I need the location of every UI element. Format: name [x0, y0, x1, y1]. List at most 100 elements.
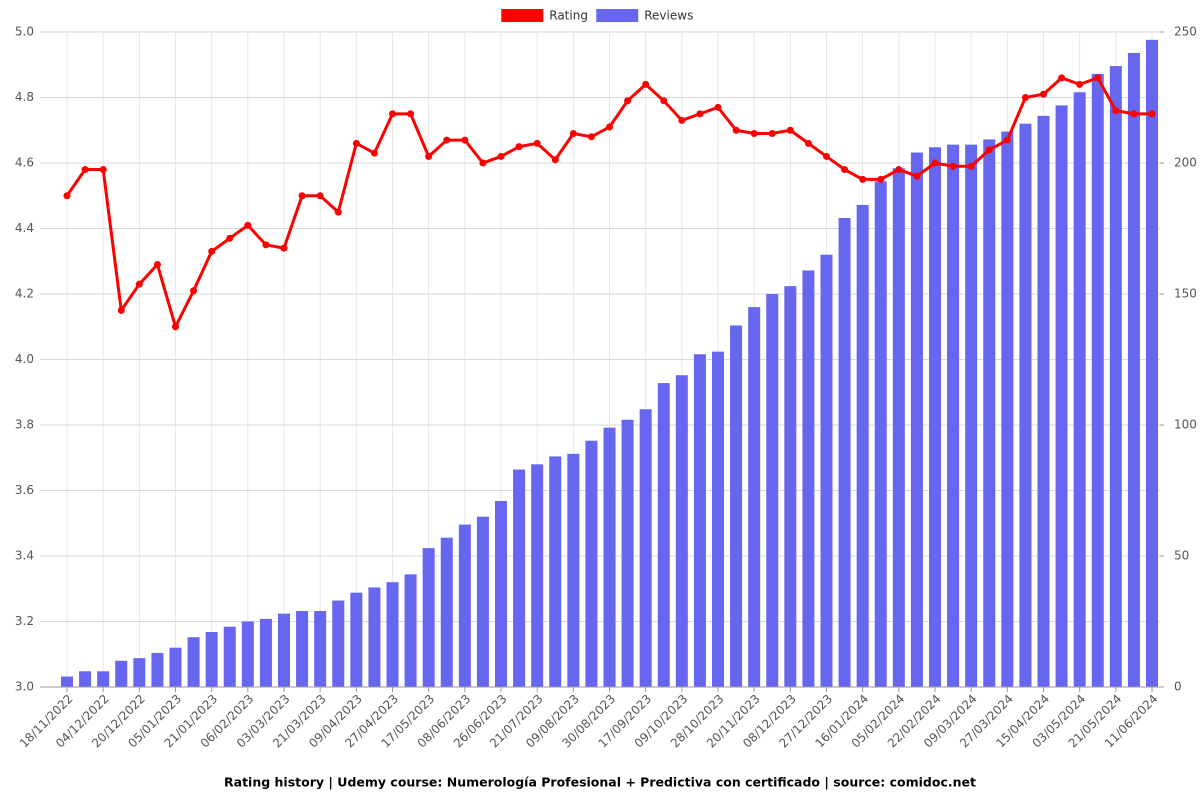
point — [985, 146, 993, 154]
point — [768, 130, 776, 138]
bar — [440, 537, 453, 687]
point — [497, 152, 505, 160]
bar — [892, 168, 905, 688]
bar — [567, 453, 580, 687]
point — [551, 156, 559, 164]
y-tick-label: 4.2 — [15, 287, 34, 301]
y-tick-label: 5.0 — [15, 25, 34, 39]
bar — [350, 592, 363, 687]
point — [352, 139, 360, 147]
point — [606, 123, 613, 131]
y-tick-label: 4.8 — [15, 90, 34, 104]
point — [117, 306, 125, 314]
point — [370, 149, 378, 157]
bar — [259, 618, 272, 687]
bar — [386, 582, 399, 687]
y-tick-label: 3.4 — [15, 549, 34, 563]
y-tick-label: 4.4 — [15, 221, 34, 235]
point — [407, 110, 415, 118]
point — [967, 162, 975, 170]
bar — [585, 440, 598, 687]
y2-tick-label: 50 — [1174, 549, 1189, 563]
bar — [422, 548, 435, 687]
legend-swatch — [596, 9, 639, 22]
bar — [639, 409, 652, 687]
point — [208, 247, 216, 255]
point — [389, 110, 396, 118]
bar — [513, 469, 526, 687]
bar — [495, 500, 507, 687]
point — [1058, 74, 1066, 82]
bar — [476, 516, 489, 687]
point — [750, 130, 758, 138]
point — [859, 175, 867, 183]
bar — [314, 611, 327, 687]
point — [1076, 80, 1084, 88]
point — [913, 172, 921, 180]
bar — [332, 600, 345, 687]
chart-title: Rating history | Udemy course: Numerolog… — [224, 775, 976, 790]
point — [479, 159, 487, 167]
point — [1112, 107, 1120, 115]
point — [1003, 136, 1011, 144]
point — [443, 136, 451, 144]
point — [841, 166, 849, 174]
point — [1130, 110, 1138, 118]
point — [135, 280, 143, 288]
bar — [79, 671, 92, 687]
point — [1040, 90, 1047, 98]
bar — [296, 611, 309, 687]
bar — [621, 419, 634, 687]
y2-tick-label: 150 — [1174, 287, 1197, 301]
bar — [458, 524, 471, 687]
y-tick-label: 3.0 — [15, 680, 34, 694]
y2-tick-label: 100 — [1174, 418, 1197, 432]
bar — [748, 307, 761, 687]
point — [786, 126, 794, 134]
legend-label: Rating — [549, 9, 588, 23]
legend-label: Reviews — [644, 9, 693, 23]
point — [298, 192, 306, 200]
bar — [115, 660, 128, 687]
point — [678, 116, 686, 124]
bar — [549, 456, 562, 687]
point — [81, 166, 89, 174]
point — [823, 152, 830, 160]
bar — [965, 144, 978, 687]
bar — [675, 375, 688, 687]
bar — [603, 427, 616, 687]
bar — [1146, 39, 1158, 688]
point — [1148, 110, 1156, 118]
bar — [784, 286, 797, 687]
bar — [368, 587, 381, 687]
bar — [1001, 131, 1014, 687]
bar — [712, 351, 724, 687]
bar — [61, 676, 73, 687]
bar — [169, 647, 182, 687]
point — [425, 152, 433, 160]
bar — [1019, 123, 1032, 687]
point — [244, 221, 252, 229]
bar — [657, 383, 670, 687]
bar — [838, 218, 851, 687]
bar — [730, 325, 743, 687]
point — [262, 241, 270, 249]
bar — [766, 294, 779, 687]
y-tick-label: 3.6 — [15, 483, 34, 497]
point — [172, 323, 179, 331]
bar — [1037, 115, 1050, 688]
bar — [874, 181, 887, 687]
point — [461, 136, 469, 144]
point — [587, 133, 595, 141]
bar — [404, 574, 417, 687]
bar — [820, 254, 833, 687]
bar — [802, 270, 815, 687]
y-tick-label: 3.2 — [15, 614, 34, 628]
point — [190, 287, 198, 295]
point — [99, 166, 107, 174]
point — [696, 110, 704, 118]
bar — [947, 144, 960, 687]
point — [515, 143, 523, 151]
point — [569, 130, 577, 138]
point — [1021, 94, 1029, 101]
